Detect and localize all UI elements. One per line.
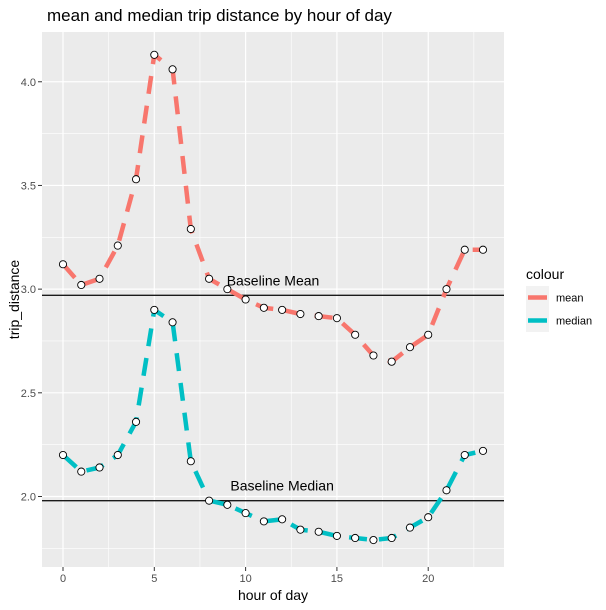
data-point-mean (150, 50, 159, 59)
legend-label-mean: mean (556, 293, 584, 305)
y-tick-label: 2.0 (21, 491, 36, 503)
x-axis-title: hour of day (238, 587, 308, 603)
data-point-mean (442, 285, 451, 294)
y-axis-title: trip_distance (6, 260, 22, 340)
data-point-mean (405, 343, 415, 352)
data-point-mean (351, 330, 360, 339)
data-point-median (131, 417, 141, 426)
y-tick-label: 4.0 (21, 77, 36, 89)
data-point-mean (186, 224, 195, 234)
data-point-median (460, 450, 469, 460)
data-point-median (259, 517, 268, 526)
plot-panel (42, 32, 504, 567)
y-tick-label: 3.0 (21, 284, 36, 296)
y-tick-label: 3.5 (21, 180, 36, 192)
data-point-mean (314, 312, 323, 321)
data-point-median (95, 463, 104, 472)
data-point-median (296, 525, 305, 534)
data-point-mean (205, 274, 214, 283)
data-point-mean (223, 285, 232, 294)
data-point-median (314, 527, 323, 536)
data-point-mean (113, 241, 122, 250)
data-point-median (369, 535, 378, 545)
data-point-median (424, 513, 433, 522)
data-point-median (351, 533, 360, 543)
data-point-mean (95, 274, 104, 283)
x-tick-label: 5 (151, 573, 157, 585)
data-point-median (113, 450, 122, 460)
data-point-mean (332, 314, 341, 323)
data-point-median (478, 446, 488, 455)
data-point-median (77, 467, 86, 476)
data-point-median (186, 457, 195, 466)
legend: colour mean median (526, 266, 592, 332)
data-point-mean (296, 309, 305, 319)
data-point-median (405, 523, 415, 532)
data-point-median (332, 531, 341, 540)
baseline-label: Baseline Median (230, 478, 334, 494)
data-point-median (205, 496, 214, 505)
x-tick-label: 10 (239, 573, 251, 585)
data-point-mean (460, 245, 469, 254)
data-point-mean (278, 305, 287, 314)
data-point-mean (478, 245, 488, 254)
data-point-mean (131, 175, 141, 184)
data-point-median (278, 515, 287, 524)
data-point-median (387, 533, 396, 543)
data-point-median (241, 509, 250, 518)
baseline-lines (42, 294, 504, 502)
data-point-median (223, 500, 232, 509)
data-point-mean (387, 357, 396, 366)
legend-label-median: median (556, 316, 592, 328)
data-point-mean (424, 330, 433, 339)
data-point-mean (77, 280, 86, 290)
data-points (58, 50, 488, 545)
baseline-label: Baseline Mean (227, 272, 320, 288)
data-point-median (442, 486, 451, 495)
x-tick-label: 20 (422, 573, 434, 585)
data-point-median (58, 450, 68, 460)
chart-title: mean and median trip distance by hour of… (47, 6, 392, 25)
data-point-mean (259, 303, 268, 312)
x-tick-label: 0 (60, 573, 66, 585)
data-point-median (150, 305, 159, 314)
x-axis: 0 5 10 15 20 (60, 567, 434, 585)
baseline-annotations: Baseline Mean Baseline Median (227, 272, 334, 493)
y-axis: 2.0 2.5 3.0 3.5 4.0 (21, 77, 42, 503)
data-point-mean (241, 295, 250, 304)
data-point-mean (58, 260, 68, 269)
x-tick-label: 15 (331, 573, 343, 585)
legend-title: colour (526, 266, 564, 282)
y-tick-label: 2.5 (21, 388, 36, 400)
data-point-mean (369, 351, 378, 360)
data-point-mean (168, 65, 177, 74)
data-point-median (168, 318, 177, 327)
